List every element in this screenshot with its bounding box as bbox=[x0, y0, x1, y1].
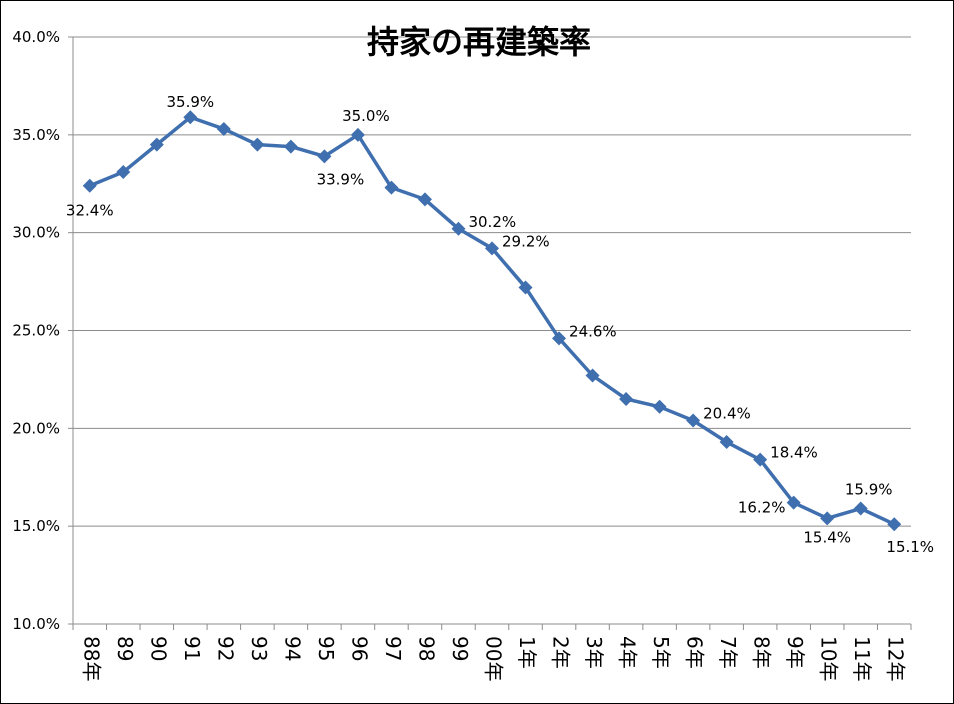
data-label: 29.2% bbox=[502, 232, 550, 250]
data-point-marker bbox=[384, 180, 399, 195]
data-label: 15.4% bbox=[803, 528, 851, 546]
data-point-marker bbox=[552, 331, 567, 346]
x-tick-label: 90 bbox=[146, 636, 170, 661]
data-label: 16.2% bbox=[738, 499, 786, 517]
x-tick-label: 89 bbox=[113, 636, 137, 661]
x-tick-label: 92 bbox=[213, 636, 237, 661]
y-tick-label: 25.0% bbox=[12, 322, 60, 340]
data-point-marker bbox=[887, 517, 902, 532]
data-point-marker bbox=[149, 137, 164, 152]
data-point-marker bbox=[485, 241, 499, 256]
data-point-marker bbox=[686, 413, 701, 428]
x-tick-label: 99 bbox=[448, 636, 472, 661]
data-label: 33.9% bbox=[317, 170, 365, 188]
data-point-marker bbox=[518, 280, 533, 295]
x-tick-label: 88年 bbox=[79, 636, 103, 681]
data-point-marker bbox=[183, 110, 198, 125]
x-tick-label: 4年 bbox=[616, 636, 640, 669]
y-tick-label: 20.0% bbox=[12, 419, 60, 437]
axis-layer bbox=[68, 36, 912, 630]
x-tick-label: 00年 bbox=[482, 636, 506, 681]
data-label: 24.6% bbox=[569, 322, 617, 340]
data-point-marker bbox=[853, 501, 868, 516]
x-tick-label: 94 bbox=[280, 636, 304, 661]
data-point-marker bbox=[719, 435, 734, 450]
y-tick-label: 35.0% bbox=[12, 126, 60, 144]
data-label: 30.2% bbox=[468, 213, 516, 231]
grid-layer bbox=[73, 36, 911, 625]
data-point-marker bbox=[786, 495, 801, 510]
x-tick-label: 98 bbox=[414, 636, 438, 661]
data-point-marker bbox=[250, 137, 265, 152]
x-tick-label: 9年 bbox=[783, 636, 807, 669]
y-tick-label: 40.0% bbox=[12, 28, 60, 46]
data-point-marker bbox=[317, 149, 332, 164]
series-line bbox=[89, 115, 895, 526]
data-label: 35.9% bbox=[166, 93, 214, 111]
data-point-marker bbox=[585, 368, 600, 383]
x-tick-label: 6年 bbox=[683, 636, 707, 669]
data-point-marker bbox=[283, 139, 298, 154]
x-tick-label: 2年 bbox=[549, 636, 573, 669]
data-point-marker bbox=[82, 178, 97, 193]
x-tick-label: 5年 bbox=[649, 636, 673, 669]
x-tick-label: 12年 bbox=[884, 636, 908, 681]
data-point-marker bbox=[652, 399, 667, 414]
data-point-marker bbox=[350, 127, 365, 142]
data-point-marker bbox=[417, 192, 432, 207]
chart-title: 持家の再建築率 bbox=[367, 23, 591, 61]
y-tick-label: 10.0% bbox=[12, 615, 60, 633]
x-tick-label: 91 bbox=[180, 636, 204, 661]
y-tick-label: 30.0% bbox=[12, 224, 60, 242]
data-label: 15.1% bbox=[886, 538, 934, 556]
x-tick-label: 96 bbox=[347, 636, 371, 661]
data-point-marker bbox=[619, 391, 634, 406]
x-tick-label: 3年 bbox=[582, 636, 606, 669]
data-point-marker bbox=[451, 221, 466, 236]
data-label: 20.4% bbox=[703, 405, 751, 423]
series-layer bbox=[82, 110, 902, 532]
x-tick-label: 11年 bbox=[850, 636, 874, 681]
data-label: 18.4% bbox=[770, 444, 818, 462]
data-point-marker bbox=[820, 511, 835, 526]
data-point-marker bbox=[116, 165, 131, 180]
data-point-marker bbox=[216, 121, 231, 136]
x-tick-label: 97 bbox=[381, 636, 405, 661]
data-label: 15.9% bbox=[845, 481, 893, 499]
x-tick-label: 93 bbox=[247, 636, 271, 661]
data-label: 35.0% bbox=[342, 107, 390, 125]
x-tick-label: 95 bbox=[314, 636, 338, 661]
label-layer: 10.0% 15.0% 20.0% 25.0% 30.0% 35.0% 40.0% 88年 89… bbox=[12, 28, 934, 681]
x-tick-label: 1年 bbox=[515, 636, 539, 669]
data-label: 32.4% bbox=[66, 202, 114, 220]
data-point-marker bbox=[753, 452, 768, 467]
x-tick-label: 8年 bbox=[750, 636, 774, 669]
x-tick-label: 10年 bbox=[817, 636, 841, 681]
y-tick-label: 15.0% bbox=[12, 517, 60, 535]
x-tick-label: 7年 bbox=[716, 636, 740, 669]
